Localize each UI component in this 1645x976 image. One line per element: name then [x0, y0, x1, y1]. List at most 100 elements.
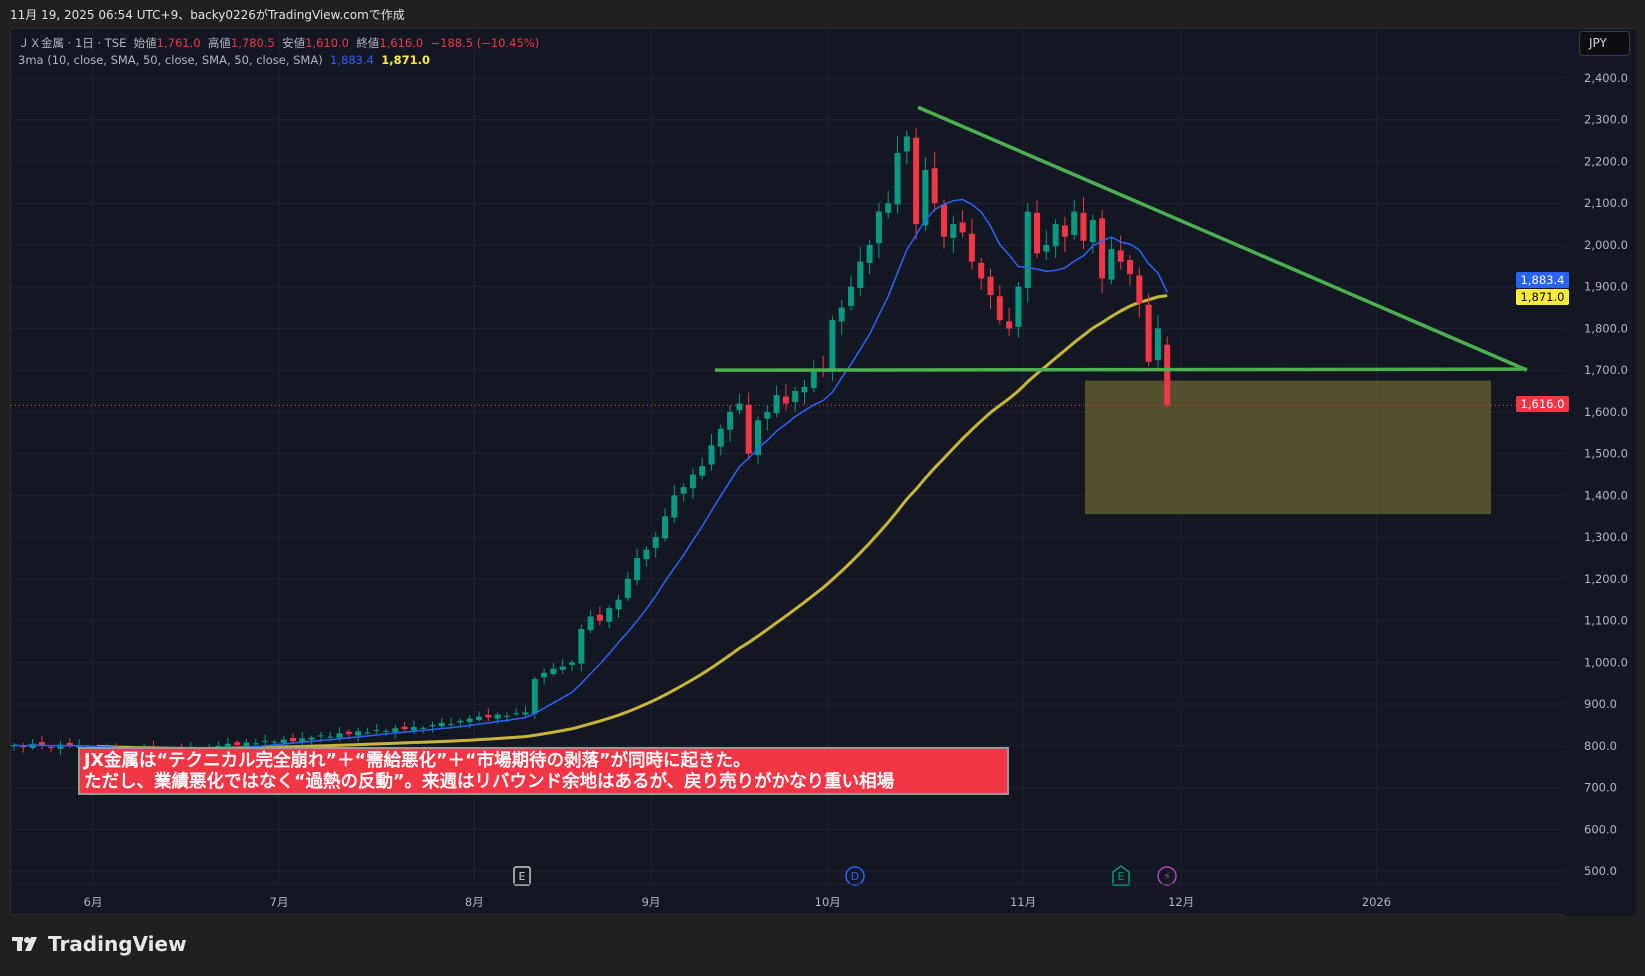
change-value: −188.5 (−10.45%) [430, 36, 540, 50]
currency-button[interactable]: JPY [1579, 31, 1630, 56]
high-label: 高値 [207, 36, 231, 50]
y-tick-label: 800.0 [1584, 739, 1617, 753]
candle [420, 725, 427, 734]
candle [987, 268, 994, 310]
x-tick-label: 12月 [1168, 895, 1194, 909]
event-glyph: D [851, 870, 859, 883]
y-tick-label: 2,300.0 [1584, 113, 1628, 127]
candle-body [280, 739, 287, 743]
symbol-legend-row: ＪＸ金属 · 1日 · TSE 始値1,761.0 高値1,780.5 安値1,… [18, 35, 539, 52]
candle-body [290, 737, 296, 742]
candle-body [931, 168, 938, 204]
y-tick-label: 1,200.0 [1584, 572, 1628, 586]
y-tick-label: 1,600.0 [1584, 405, 1628, 419]
candle-body [708, 445, 715, 465]
candle-body [513, 713, 520, 715]
candle [755, 416, 761, 464]
y-tick-label: 700.0 [1584, 781, 1617, 795]
candle-body [457, 720, 464, 723]
candle-body [913, 137, 920, 225]
candle-body [838, 307, 845, 322]
x-tick-label: 6月 [84, 895, 103, 909]
candle-body [541, 672, 548, 678]
candle-body [792, 391, 799, 402]
y-tick-label: 1,700.0 [1584, 363, 1628, 377]
candle-body [76, 745, 83, 748]
candle [662, 508, 668, 542]
candle-body [950, 224, 957, 238]
y-tick-label: 1,900.0 [1584, 280, 1628, 294]
candle [1145, 293, 1152, 367]
candle [782, 384, 789, 411]
candle-body [680, 487, 687, 494]
candle [922, 157, 929, 231]
candle-body [875, 211, 882, 244]
indicator-name[interactable]: 3ma (10, close, SMA, 50, close, SMA, 50,… [18, 53, 323, 67]
candle [466, 715, 473, 729]
candle [280, 736, 287, 749]
candle-body [522, 712, 529, 715]
descending-trendline [917, 105, 1528, 372]
close-label: 終値 [356, 36, 380, 50]
symbol-name[interactable]: ＪＸ金属 · 1日 · TSE [18, 36, 127, 50]
candle [438, 717, 445, 729]
candle-body [485, 714, 492, 718]
candle-body [903, 136, 910, 152]
candle [373, 723, 380, 735]
candle [1006, 307, 1013, 336]
ma-fast-price-label: 1,883.4 [1516, 272, 1569, 288]
candle-body [1089, 219, 1096, 243]
candle [820, 355, 827, 378]
candle [680, 483, 687, 502]
candle-body [448, 724, 455, 726]
candle [857, 246, 864, 296]
indicator-legend-row: 3ma (10, close, SMA, 50, close, SMA, 50,… [18, 52, 539, 69]
candle-body [987, 276, 994, 296]
candle [1099, 209, 1106, 293]
candle-body [317, 735, 324, 737]
x-tick-label: 10月 [815, 895, 841, 909]
candle-body [801, 386, 808, 393]
candle [745, 392, 752, 460]
candle [476, 711, 482, 723]
candle [838, 299, 845, 335]
candle-body [615, 599, 622, 610]
candle-body [959, 222, 966, 233]
event-frame [513, 866, 531, 886]
candle-body [364, 732, 371, 734]
candle [11, 742, 17, 751]
horizontal-support-line [714, 367, 1528, 372]
candle-body [503, 715, 510, 717]
candle [1043, 229, 1050, 260]
annotation-line-1: JX金属は“テクニカル完全崩れ”＋“需給悪化”＋“市場期待の剥落”が同時に起きた… [84, 751, 751, 771]
candle [708, 433, 715, 471]
candle-body [857, 261, 864, 288]
candle-body [1127, 259, 1133, 275]
candle-body [764, 411, 771, 419]
annotation-text-box[interactable]: JX金属は“テクニカル完全崩れ”＋“需給悪化”＋“市場期待の剥落”が同時に起きた… [78, 747, 1009, 795]
candle-body [494, 714, 501, 719]
candle [20, 742, 27, 753]
candle-body [1108, 249, 1115, 280]
candle [671, 484, 678, 524]
candle [801, 379, 808, 405]
earnings-upcoming-icon: E [1112, 865, 1130, 886]
candle [66, 738, 73, 749]
candle [38, 736, 45, 750]
candle [959, 210, 966, 238]
ma-slow-price-label: 1,871.0 [1516, 289, 1569, 305]
candle-body [345, 731, 352, 735]
y-tick-label: 1,400.0 [1584, 488, 1628, 502]
candle [596, 606, 603, 626]
candle-body [1052, 224, 1059, 247]
candle [1024, 202, 1031, 303]
candle-body [327, 736, 334, 738]
candle [1061, 216, 1068, 252]
lightning-icon: ⚡ [1157, 866, 1177, 886]
price-axis [1565, 29, 1636, 916]
candle-body [606, 608, 613, 622]
candle [727, 405, 734, 442]
y-tick-label: 600.0 [1584, 822, 1617, 836]
brand-name: TradingView [48, 932, 187, 956]
candle-body [420, 727, 427, 729]
